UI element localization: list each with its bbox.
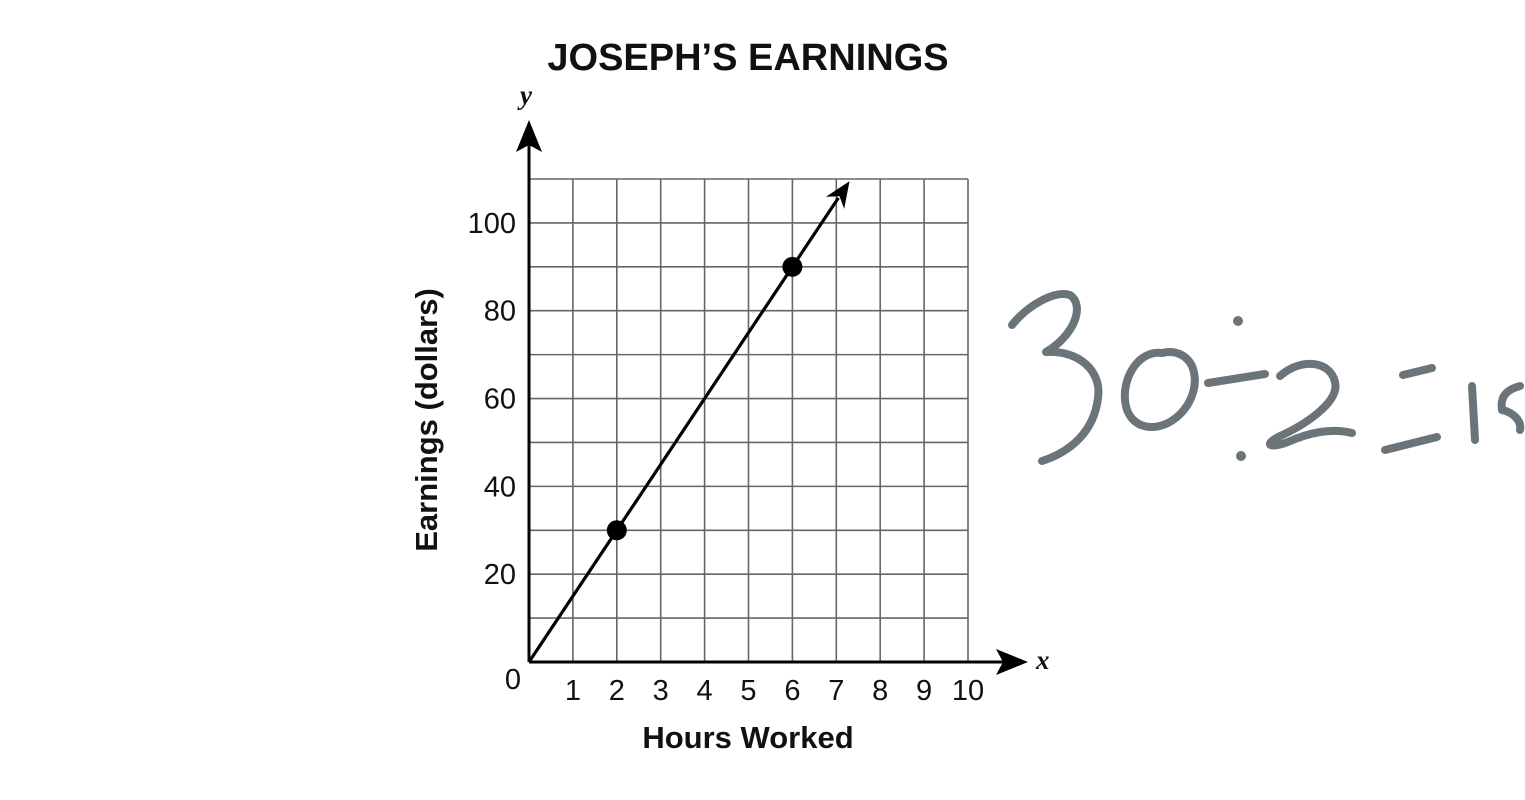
- note-divide-sign: [1204, 370, 1269, 387]
- x-tick-label: 7: [828, 675, 844, 707]
- series-layer: [527, 181, 850, 663]
- x-tick-label: 9: [916, 675, 932, 707]
- x-axis-title: Hours Worked: [642, 720, 853, 755]
- y-axis-title: Earnings (dollars): [409, 288, 444, 552]
- handwritten-note: [1008, 290, 1525, 465]
- x-tick-label: 5: [740, 675, 756, 707]
- origin-label: 0: [505, 664, 521, 696]
- y-tick-label: 20: [484, 559, 516, 591]
- y-tick-label: 80: [484, 296, 516, 328]
- x-tick-label: 3: [653, 675, 669, 707]
- data-point: [606, 520, 627, 541]
- series-arrowhead: [825, 181, 850, 209]
- note-divide-dot-top: [1233, 316, 1243, 326]
- x-tick-label: 6: [784, 675, 800, 707]
- y-axis-variable: y: [517, 80, 533, 110]
- chart-title: JOSEPH’S EARNINGS: [547, 37, 948, 79]
- axes: [516, 120, 1028, 675]
- x-axis-arrowhead: [996, 649, 1028, 675]
- note-digit-0: [1120, 348, 1199, 431]
- note-digit-5: [1497, 382, 1525, 434]
- x-tick-label: 1: [565, 675, 581, 707]
- note-equals-bottom: [1381, 433, 1441, 454]
- y-axis-arrowhead: [516, 120, 542, 152]
- x-tick-label: 8: [872, 675, 888, 707]
- tick-labels: 1 2 3 4 5 6 7 8 9 10 20 40 60 80 100 0: [468, 208, 985, 707]
- series-line: [527, 196, 840, 663]
- grid: [528, 178, 969, 663]
- x-axis-variable: x: [1035, 645, 1050, 675]
- y-tick-label: 100: [468, 208, 516, 240]
- y-tick-label: 60: [484, 384, 516, 416]
- data-point: [782, 256, 803, 277]
- x-tick-label: 10: [952, 675, 984, 707]
- x-tick-label: 2: [609, 675, 625, 707]
- note-digit-1: [1468, 382, 1479, 444]
- note-digit-2: [1265, 359, 1356, 450]
- y-tick-label: 40: [484, 471, 516, 503]
- note-digit-3: [1008, 290, 1103, 465]
- x-tick-label: 4: [697, 675, 713, 707]
- note-equals-top: [1399, 364, 1436, 379]
- note-divide-dot-bottom: [1236, 451, 1246, 461]
